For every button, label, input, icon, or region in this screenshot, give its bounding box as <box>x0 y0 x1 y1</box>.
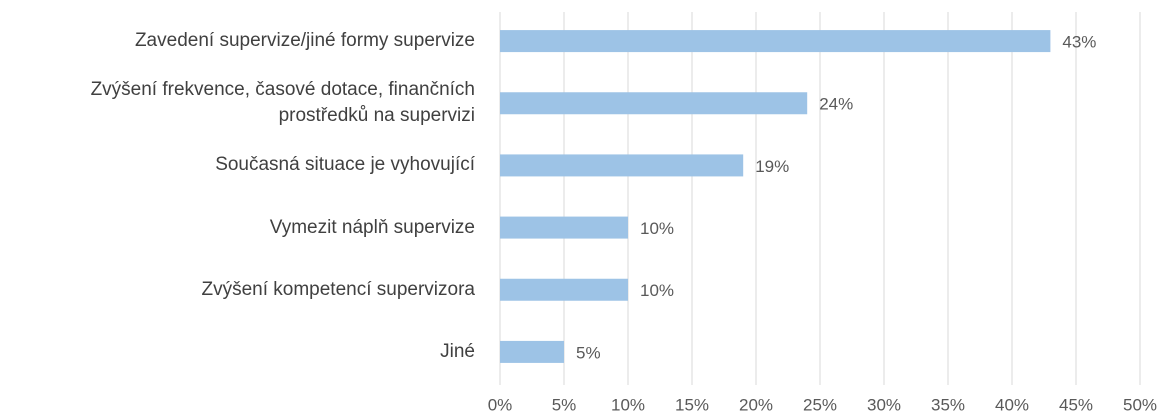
value-label: 24% <box>819 95 853 114</box>
x-tick-label: 35% <box>931 395 965 414</box>
x-tick-label: 45% <box>1059 395 1093 414</box>
x-tick-label: 30% <box>867 395 901 414</box>
x-tick-label: 0% <box>488 395 513 414</box>
category-label: Vymezit náplň supervize <box>269 216 475 238</box>
bar <box>500 30 1051 53</box>
x-tick-label: 20% <box>739 395 773 414</box>
category-label: Současná situace je vyhovující <box>215 154 475 176</box>
category-label: Zvýšení kompetencí supervizora <box>201 278 475 300</box>
bar <box>500 278 628 301</box>
value-label: 19% <box>755 157 789 176</box>
x-tick-label: 50% <box>1123 395 1157 414</box>
category-label: Jiné <box>440 340 475 362</box>
value-label: 10% <box>640 281 674 300</box>
bar <box>500 216 628 239</box>
category-label: Zvýšení frekvence, časové dotace, finanč… <box>90 79 475 127</box>
x-tick-label: 5% <box>552 395 577 414</box>
x-tick-label: 25% <box>803 395 837 414</box>
x-tick-label: 15% <box>675 395 709 414</box>
bar <box>500 92 808 115</box>
value-label: 10% <box>640 219 674 238</box>
x-tick-label: 40% <box>995 395 1029 414</box>
x-tick-label: 10% <box>611 395 645 414</box>
value-label: 43% <box>1062 33 1096 52</box>
bar <box>500 154 744 177</box>
category-label: Zavedení supervize/jiné formy supervize <box>134 30 475 52</box>
value-label: 5% <box>576 343 601 362</box>
bar <box>500 340 564 363</box>
